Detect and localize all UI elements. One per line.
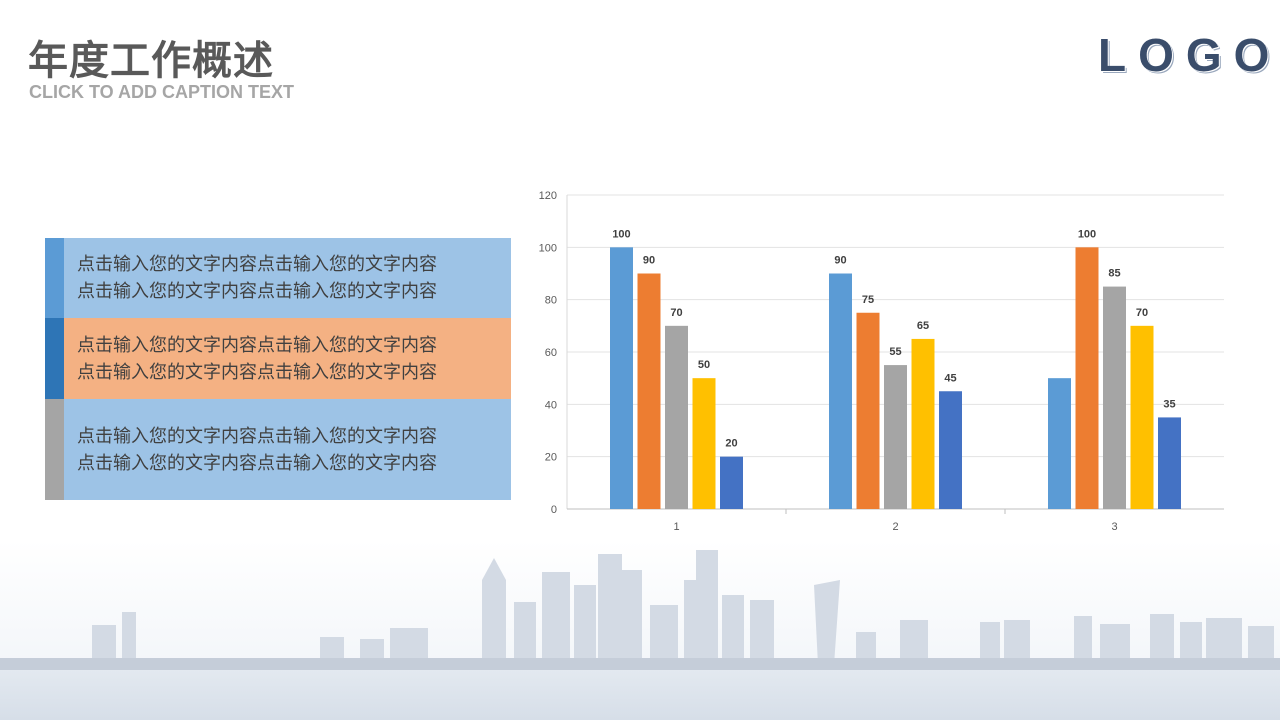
text-line: 点击输入您的文字内容点击输入您的文字内容 <box>77 452 437 474</box>
bar <box>1103 286 1126 509</box>
x-tick-label: 3 <box>1111 521 1117 533</box>
y-tick-label: 80 <box>545 295 557 307</box>
data-label: 75 <box>862 294 874 306</box>
bar <box>665 325 688 509</box>
data-label: 55 <box>889 346 901 358</box>
bar-chart: 0 20 40 60 80 100 120 100 90 70 50 20 1 90 75 55 65 45 2 10… <box>539 190 1224 533</box>
y-tick-label: 120 <box>539 190 557 202</box>
text-block-1[interactable]: 点击输入您的文字内容点击输入您的文字内容 点击输入您的文字内容点击输入您的文字内… <box>45 238 511 318</box>
bar <box>829 273 852 509</box>
data-label: 70 <box>1136 307 1148 319</box>
y-tick-label: 40 <box>545 399 557 411</box>
data-label: 65 <box>917 320 929 332</box>
data-label: 85 <box>1108 268 1120 280</box>
text-line: 点击输入您的文字内容点击输入您的文字内容 <box>77 254 437 275</box>
text-line: 点击输入您的文字内容点击输入您的文字内容 <box>77 361 437 383</box>
y-tick-label: 100 <box>539 242 557 254</box>
data-label: 100 <box>612 228 630 240</box>
bar <box>911 338 935 509</box>
bar <box>692 378 716 509</box>
bar <box>939 391 962 509</box>
text-line: 点击输入您的文字内容点击输入您的文字内容 <box>77 281 437 302</box>
data-label: 20 <box>725 438 737 450</box>
page-title: 年度工作概述 <box>28 38 274 84</box>
text-block-content: 点击输入您的文字内容点击输入您的文字内容 点击输入您的文字内容点击输入您的文字内… <box>77 332 497 386</box>
text-block-content: 点击输入您的文字内容点击输入您的文字内容 点击输入您的文字内容点击输入您的文字内… <box>77 251 497 305</box>
bar <box>720 456 743 509</box>
bar <box>884 365 907 509</box>
data-label: 50 <box>698 359 710 371</box>
text-line: 点击输入您的文字内容点击输入您的文字内容 <box>77 334 437 356</box>
text-block-accent-bar <box>45 318 64 399</box>
page-caption: CLICK TO ADD CAPTION TEXT <box>29 82 294 102</box>
logo: LOGO <box>1098 29 1280 81</box>
bar <box>610 247 633 509</box>
bar <box>856 312 880 509</box>
text-block-content: 点击输入您的文字内容点击输入您的文字内容 点击输入您的文字内容点击输入您的文字内… <box>77 423 497 477</box>
y-tick-label: 0 <box>551 504 557 516</box>
data-label: 100 <box>1078 228 1096 240</box>
y-tick-label: 60 <box>545 347 557 359</box>
data-label: 35 <box>1163 398 1175 410</box>
data-label: 70 <box>670 307 682 319</box>
y-tick-label: 20 <box>545 452 557 464</box>
text-line: 点击输入您的文字内容点击输入您的文字内容 <box>77 425 437 447</box>
text-block-2[interactable]: 点击输入您的文字内容点击输入您的文字内容 点击输入您的文字内容点击输入您的文字内… <box>45 318 511 399</box>
data-label: 90 <box>834 255 846 267</box>
city-skyline-image <box>0 540 1280 720</box>
bar <box>1075 247 1099 509</box>
bar <box>1130 325 1154 509</box>
text-block-accent-bar <box>45 399 64 500</box>
text-block-3[interactable]: 点击输入您的文字内容点击输入您的文字内容 点击输入您的文字内容点击输入您的文字内… <box>45 399 511 500</box>
x-tick-label: 2 <box>892 521 898 533</box>
bar <box>1048 378 1071 509</box>
data-label: 90 <box>643 255 655 267</box>
data-label: 45 <box>944 372 956 384</box>
x-tick-label: 1 <box>673 521 679 533</box>
bar <box>1158 417 1181 509</box>
text-block-accent-bar <box>45 238 64 318</box>
bar <box>637 273 661 509</box>
